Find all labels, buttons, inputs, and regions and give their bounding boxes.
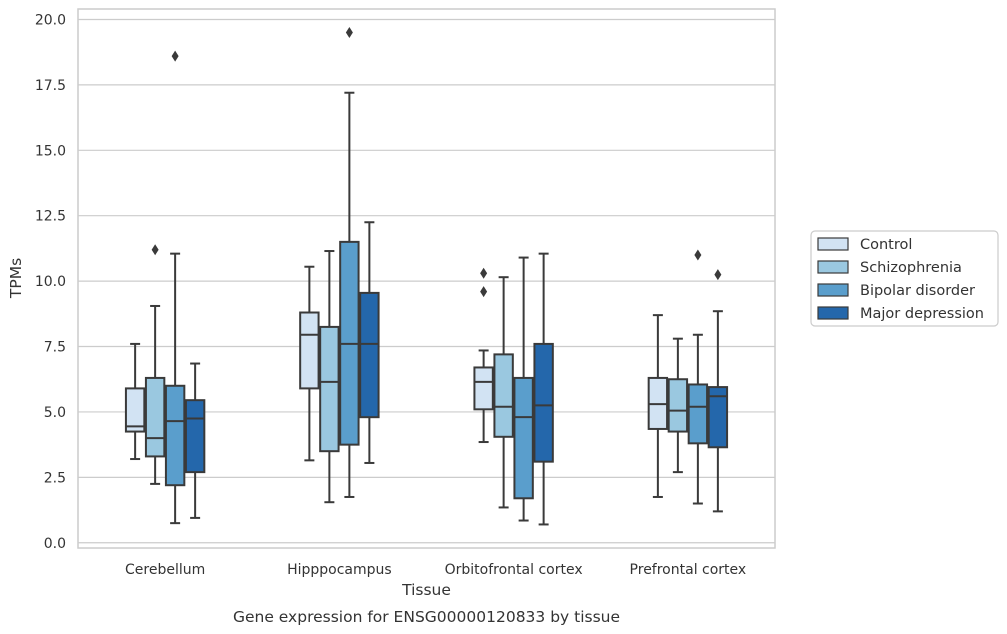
y-axis-label: TPMs [7,258,25,299]
box-orbitofrontal-cortex [473,267,494,444]
box-hipppocampus [359,221,380,464]
box-hipppocampus [339,27,360,498]
y-tick-label: 0.0 [44,536,66,552]
box-cerebellum [124,342,146,461]
outlier-point [714,269,722,281]
iqr-box [359,291,380,419]
y-tick-label: 10.0 [35,274,66,290]
x-tick-label: Hipppocampus [287,562,392,578]
box-prefrontal-cortex [707,269,729,513]
legend: Control Schizophrenia Bipolar disorder Majo… [810,230,999,327]
y-tick-labels: 0.0 2.5 5.0 7.5 10.0 12.5 15.0 17.5 20.0 [35,12,66,551]
box-prefrontal-cortex [667,337,689,474]
iqr-box [299,311,320,390]
series-major-depression [184,221,729,526]
series-control [124,265,669,498]
legend-frame [810,230,999,327]
box-orbitofrontal-cortex [533,252,554,526]
outlier-point [151,244,159,256]
iqr-box [124,387,146,433]
outlier-point [480,267,488,279]
iqr-box [493,353,514,438]
legend-entry: Major depression [860,306,984,322]
iqr-box [144,376,166,458]
y-tick-label: 7.5 [44,340,66,356]
legend-entry: Bipolar disorder [860,283,975,299]
box-cerebellum [164,50,186,525]
box-hipppocampus [319,250,340,504]
y-tick-label: 15.0 [35,143,66,159]
box-hipppocampus [299,265,320,462]
iqr-box [184,399,206,474]
box-prefrontal-cortex [647,314,669,498]
box-orbitofrontal-cortex [513,256,534,522]
legend-swatch [817,237,849,251]
plot-frame [77,8,776,549]
iqr-box [513,376,534,500]
iqr-box [164,384,186,487]
outlier-point [480,286,488,298]
iqr-box [687,383,709,445]
iqr-box [319,325,340,453]
legend-swatch [817,283,849,297]
y-tick-label: 20.0 [35,12,66,28]
outlier-point [694,249,702,261]
chart-caption: Gene expression for ENSG00000120833 by t… [233,608,620,626]
x-axis-label: Tissue [401,581,451,599]
box-series [124,27,729,526]
y-tick-label: 5.0 [44,405,66,421]
box-orbitofrontal-cortex [493,276,514,509]
y-tick-label: 17.5 [35,78,66,94]
x-tick-label: Prefrontal cortex [630,562,747,578]
legend-swatch [817,306,849,320]
series-schizophrenia [144,244,689,509]
box-cerebellum [184,362,206,519]
legend-entry: Control [860,237,912,253]
iqr-box [667,378,689,433]
x-tick-label: Cerebellum [125,562,205,578]
box-prefrontal-cortex [687,249,709,505]
legend-swatch [817,260,849,274]
y-tick-label: 12.5 [35,209,66,225]
outlier-point [345,27,353,39]
x-tick-labels: Cerebellum Hipppocampus Orbitofrontal cort… [125,562,746,578]
y-tick-label: 2.5 [44,470,66,486]
outlier-point [171,50,179,62]
iqr-box [707,386,729,449]
iqr-box [473,366,494,411]
legend-entry: Schizophrenia [860,260,962,276]
box-cerebellum [144,244,166,485]
iqr-box [533,342,554,463]
series-bipolar-disorder [164,27,709,525]
x-tick-label: Orbitofrontal cortex [445,562,583,578]
